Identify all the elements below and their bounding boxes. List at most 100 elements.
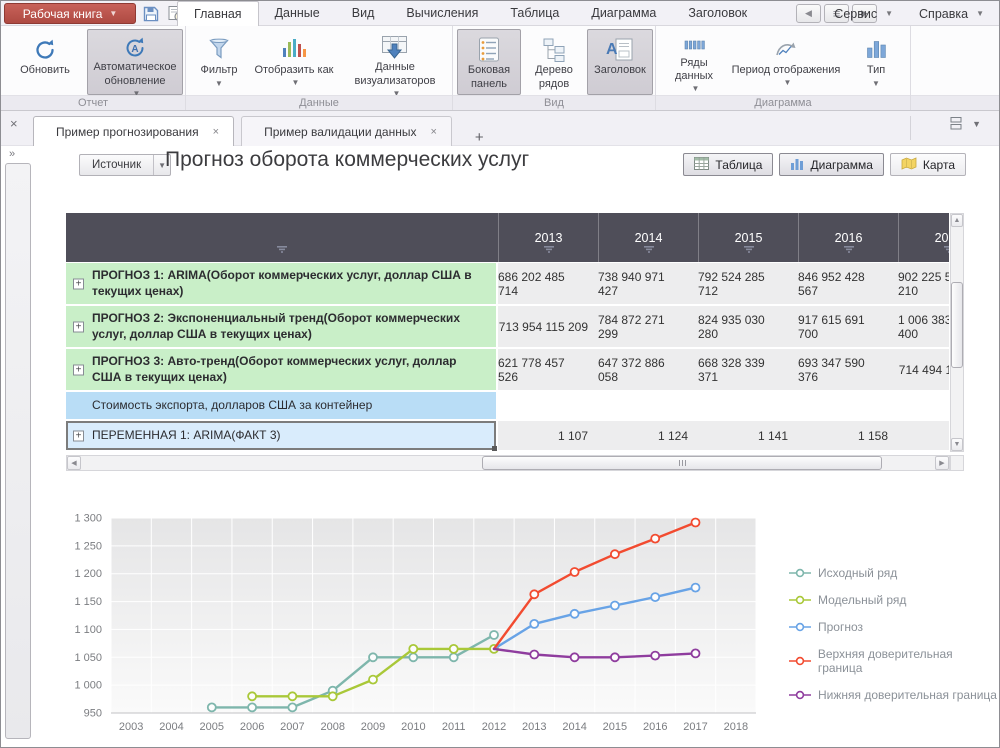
save-button[interactable] [140,3,162,24]
value-cell[interactable]: 1 006 383 215 400 [898,306,949,347]
nav-left-icon[interactable]: ◀ [796,4,821,23]
filter-chevron-icon[interactable] [643,242,655,256]
scroll-left-icon[interactable]: ◀ [67,456,81,470]
menu-Вычисления[interactable]: Вычисления [406,6,479,20]
nav-right-icon[interactable]: ▶ [852,4,877,23]
expand-panel-icon[interactable]: » [9,148,16,160]
legend-item[interactable]: Модельный ряд [789,593,999,607]
menu-Диаграмма[interactable]: Диаграмма [591,6,657,20]
filter-chevron-icon[interactable] [943,242,949,256]
table-horizontal-scrollbar[interactable]: ◀ ▶ [66,455,950,471]
menu-Таблица[interactable]: Таблица [510,6,560,20]
display-as-button[interactable]: Отобразить как ▼ [250,29,338,95]
value-cell[interactable]: 792 524 285 712 [698,263,798,304]
map-view-button[interactable]: Карта [889,153,966,176]
scroll-up-icon[interactable]: ▲ [951,214,963,227]
value-cell[interactable] [898,421,949,450]
value-cell[interactable] [698,392,798,419]
filter-chevron-icon[interactable] [276,242,288,256]
value-cell[interactable] [898,392,949,419]
close-icon[interactable]: × [430,125,437,138]
source-button[interactable]: Источник ▼ [79,154,172,176]
auto-refresh-button[interactable]: A Автоматическое обновление ▼ [87,29,183,98]
menu-Главная[interactable]: Главная [177,1,259,26]
value-cell[interactable] [598,392,698,419]
close-icon[interactable]: × [212,126,220,138]
workbook-menu-button[interactable]: Рабочая книга ▼ [4,3,136,24]
value-cell[interactable]: 668 328 339 371 [698,349,798,390]
selection-handle[interactable] [492,446,497,451]
filter-chevron-icon[interactable] [843,242,855,256]
legend-item[interactable]: Верхняя доверительная граница [789,647,999,675]
new-tab-button[interactable]: + [474,129,484,146]
value-cell[interactable]: 647 372 886 058 [598,349,698,390]
table-row[interactable]: + ПРОГНОЗ 1: ARIMA(Оборот коммерческих ус… [66,263,949,306]
nav-pages-icon[interactable]: ≡ [824,4,849,23]
filter-button[interactable]: Фильтр ▼ [190,29,248,95]
table-view-button[interactable]: Таблица [683,153,774,176]
scroll-right-icon[interactable]: ▶ [935,456,949,470]
menu-Справка[interactable]: Справка ▼ [906,1,997,26]
legend-item[interactable]: Нижняя доверительная граница [789,688,999,702]
expand-icon[interactable]: + [73,430,84,441]
row-label-cell[interactable]: + ПРОГНОЗ 1: ARIMA(Оборот коммерческих ус… [66,263,498,304]
value-cell[interactable]: 621 778 457 526 [498,349,598,390]
table-row[interactable]: Стоимость экспорта, долларов США за конт… [66,392,949,421]
horizontal-scroll-thumb[interactable] [482,456,882,470]
value-cell[interactable]: 713 954 115 209 [498,306,598,347]
filter-chevron-icon[interactable] [743,242,755,256]
table-row[interactable]: + ПЕРЕМЕННАЯ 1: ARIMA(ФАКТ 3) 1 107 1 124 1 … [66,421,949,452]
menu-Сервис[interactable]: Сервис ▼ [821,1,906,26]
series-tree-button[interactable]: Дерево рядов [523,29,585,95]
table-header-series[interactable] [66,213,498,262]
expand-icon[interactable]: + [73,321,84,332]
table-header-year[interactable]: 2013 [498,213,598,262]
value-cell[interactable]: 1 107 [498,421,598,450]
vertical-scroll-thumb[interactable] [951,282,963,368]
legend-item[interactable]: Исходный ряд [789,566,999,580]
value-cell[interactable]: 902 225 543 210 [898,263,949,304]
scroll-down-icon[interactable]: ▼ [951,438,963,451]
visualizer-data-button[interactable]: Данные визуализаторов ▼ [340,29,450,98]
side-panel-button[interactable]: Боковая панель [457,29,521,95]
value-cell[interactable] [498,392,598,419]
row-label-cell[interactable]: + ПРОГНОЗ 3: Авто-тренд(Оборот коммерческ… [66,349,498,390]
value-cell[interactable] [798,392,898,419]
value-cell[interactable]: 714 494 112 035 [898,349,949,390]
refresh-button[interactable]: Обновить [5,29,85,95]
table-row[interactable]: + ПРОГНОЗ 3: Авто-тренд(Оборот коммерческ… [66,349,949,392]
expand-icon[interactable]: + [73,278,84,289]
chart-view-button[interactable]: Диаграмма [779,153,884,176]
chart-type-button[interactable]: Тип ▼ [844,29,908,95]
menu-Вид[interactable]: Вид [351,6,375,20]
menu-Данные[interactable]: Данные [274,6,320,20]
window-layout-button[interactable]: ▼ [948,116,981,131]
value-cell[interactable]: 738 940 971 427 [598,263,698,304]
table-header-year[interactable]: 2017 [898,213,949,262]
document-tab-2[interactable]: Пример валидации данных × [241,116,452,146]
value-cell[interactable]: 1 124 [598,421,698,450]
title-button[interactable]: A Заголовок [587,29,653,95]
table-header-year[interactable]: 2014 [598,213,698,262]
table-header-year[interactable]: 2015 [698,213,798,262]
display-period-button[interactable]: Период отображения ▼ [730,29,842,95]
value-cell[interactable]: 686 202 485 714 [498,263,598,304]
value-cell[interactable]: 784 872 271 299 [598,306,698,347]
close-icon[interactable]: × [10,116,18,131]
data-series-button[interactable]: Ряды данных ▼ [660,29,728,95]
collapsed-side-panel[interactable] [5,163,31,739]
value-cell[interactable]: 846 952 428 567 [798,263,898,304]
table-vertical-scrollbar[interactable]: ▲ ▼ [950,213,964,452]
row-label-cell[interactable]: Стоимость экспорта, долларов США за конт… [66,392,498,419]
table-row[interactable]: + ПРОГНОЗ 2: Экспоненциальный тренд(Оборо… [66,306,949,349]
value-cell[interactable]: 917 615 691 700 [798,306,898,347]
legend-item[interactable]: Прогноз [789,620,999,634]
row-label-cell[interactable]: + ПЕРЕМЕННАЯ 1: ARIMA(ФАКТ 3) [66,421,498,451]
value-cell[interactable]: 693 347 590 376 [798,349,898,390]
document-tab-1[interactable]: Пример прогнозирования × [33,116,235,147]
filter-chevron-icon[interactable] [543,242,555,256]
table-header-year[interactable]: 2016 [798,213,898,262]
value-cell[interactable]: 1 158 [798,421,898,450]
menu-Заголовок[interactable]: Заголовок [688,6,748,20]
value-cell[interactable]: 824 935 030 280 [698,306,798,347]
